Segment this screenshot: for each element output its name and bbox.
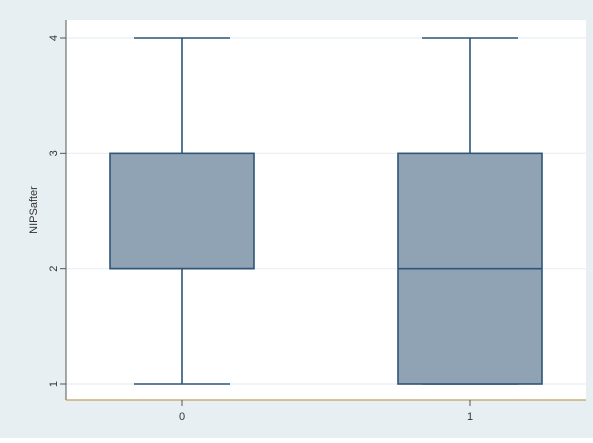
ytick-label-2: 2 [48,266,60,272]
xtick-label-0: 0 [179,411,185,423]
y-axis-label: NIPSafter [28,186,40,234]
box-group-0 [109,37,255,385]
axes [65,20,586,401]
ytick-label-1: 1 [48,381,60,387]
box-0 [109,152,255,270]
y-ticks: 1 2 3 4 [48,35,66,387]
ytick-label-3: 3 [48,150,60,156]
box-group-1 [397,37,543,385]
boxes [109,37,543,385]
xtick-label-1: 1 [467,411,473,423]
ytick-label-4: 4 [48,35,60,41]
